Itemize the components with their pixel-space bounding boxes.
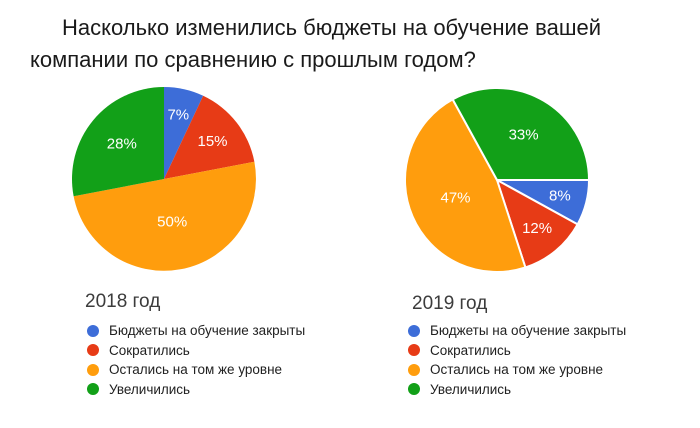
legend-item: Сократились — [408, 341, 626, 361]
pie-slice-value-label: 28% — [107, 136, 137, 153]
legend-item-label: Сократились — [109, 342, 190, 358]
legend-color-dot — [408, 383, 420, 396]
legend-color-dot — [87, 324, 99, 337]
pie-slice-4 — [72, 87, 164, 197]
legend-item: Сократились — [87, 341, 305, 361]
pie-slice-value-label: 12% — [522, 220, 552, 237]
legend-item: Остались на том же уровне — [87, 360, 305, 380]
pie-chart-2019: 8% 12% 47% 33% — [404, 87, 590, 273]
pie-slice-value-label: 8% — [549, 188, 571, 205]
legend-item: Бюджеты на обучение закрыты — [408, 321, 626, 341]
legend-2019: Бюджеты на обучение закрыты Сократились … — [408, 321, 626, 399]
pie-slice-value-label: 15% — [197, 133, 227, 150]
legend-item-label: Увеличились — [430, 381, 512, 397]
legend-2018: Бюджеты на обучение закрыты Сократились … — [87, 321, 305, 399]
title-line-1: Насколько изменились бюджеты на обучение… — [62, 15, 601, 40]
pie-slice-2 — [164, 95, 255, 179]
pie-slice-value-label: 50% — [157, 213, 187, 230]
legend-color-dot — [408, 324, 420, 337]
pie-slice-1 — [164, 87, 204, 179]
legend-color-dot — [87, 363, 99, 376]
legend-item-label: Увеличились — [109, 381, 191, 397]
legend-item: Бюджеты на обучение закрыты — [87, 321, 305, 341]
pie-chart-2018: 7% 15% 50% 28% — [72, 87, 256, 271]
pie-slice-2 — [496, 179, 579, 269]
pie-slice-4 — [451, 87, 590, 181]
legend-item: Увеличились — [87, 380, 305, 400]
title-line-2: компании по сравнению с прошлым годом? — [30, 47, 476, 72]
year-label-2019: 2019 год — [412, 293, 488, 314]
pie-slice-3 — [404, 98, 527, 273]
legend-color-dot — [408, 363, 420, 376]
legend-color-dot — [408, 344, 420, 357]
pie-slice-value-label: 7% — [167, 107, 189, 124]
legend-item-label: Бюджеты на обучение закрыты — [109, 323, 306, 339]
legend-color-dot — [87, 344, 99, 357]
legend-item: Увеличились — [408, 380, 626, 400]
legend-item-label: Остались на том же уровне — [109, 362, 283, 378]
legend-item-label: Бюджеты на обучение закрыты — [430, 323, 627, 339]
pie-slice-value-label: 33% — [509, 127, 539, 144]
legend-color-dot — [87, 383, 99, 396]
legend-item-label: Остались на том же уровне — [430, 362, 604, 378]
legend-item: Остались на том же уровне — [408, 360, 626, 380]
pie-slice-3 — [73, 161, 256, 271]
pie-slice-value-label: 47% — [440, 190, 470, 207]
chart-question-title: Насколько изменились бюджеты на обучение… — [30, 12, 660, 76]
legend-item-label: Сократились — [430, 342, 511, 358]
year-label-2018: 2018 год — [85, 291, 161, 312]
